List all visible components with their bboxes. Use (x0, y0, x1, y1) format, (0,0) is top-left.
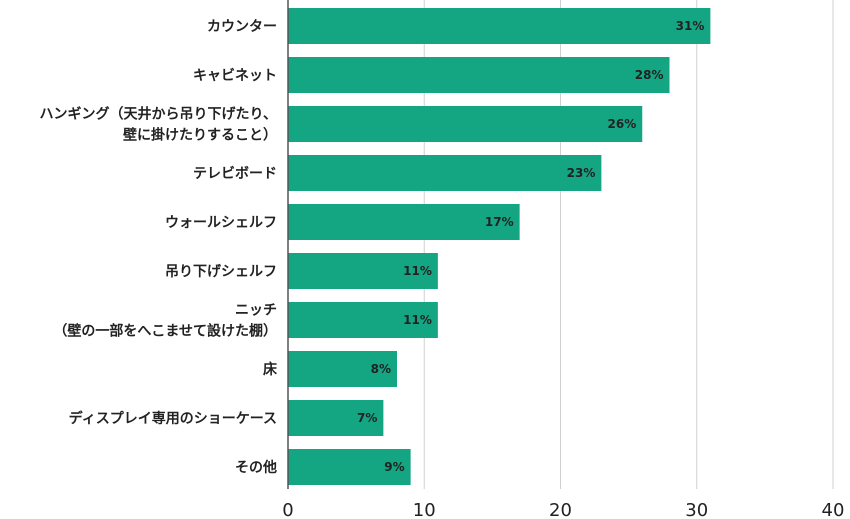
bar-3 (288, 155, 602, 191)
category-label-6: ニッチ（壁の一部をへこませて設けた棚） (53, 303, 277, 340)
bar-8 (288, 400, 384, 436)
value-label-5: 11% (403, 264, 432, 278)
value-label-9: 9% (384, 460, 404, 474)
value-label-6: 11% (403, 313, 432, 327)
category-label-7: 床 (263, 361, 278, 378)
category-label-9: その他 (235, 459, 277, 476)
x-tick-label-40: 40 (822, 500, 845, 519)
bar-9 (288, 449, 411, 485)
value-labels: 31% 28% 26% 23% 17% 11% 11% 8% 7% 9% (357, 19, 704, 474)
bar-2 (288, 106, 643, 142)
value-label-7: 8% (371, 362, 391, 376)
bar-5 (288, 253, 438, 289)
bar-6 (288, 302, 438, 338)
category-label-2: ハンギング（天井から吊り下げたり、壁に掛けたりすること） (40, 106, 277, 144)
category-label-1: キャビネット (193, 68, 277, 84)
category-label-3: テレビボード (193, 166, 277, 182)
value-label-8: 7% (357, 411, 377, 425)
category-label-8: ディスプレイ専用のショーケース (69, 410, 277, 427)
category-label-4: ウォールシェルフ (165, 215, 277, 231)
value-label-1: 28% (635, 68, 664, 82)
category-label-5: 吊り下げシェルフ (165, 264, 277, 280)
value-label-3: 23% (567, 166, 596, 180)
bar-4 (288, 204, 520, 240)
x-tick-label-20: 20 (549, 500, 572, 519)
x-tick-labels: 0 10 20 30 40 (282, 500, 844, 519)
bar-1 (288, 57, 670, 93)
x-tick-label-10: 10 (413, 500, 436, 519)
x-tick-label-30: 30 (685, 500, 708, 519)
bar-0 (288, 8, 711, 44)
category-label-0: カウンター (207, 19, 277, 35)
value-label-2: 26% (608, 117, 637, 131)
bar-7 (288, 351, 397, 387)
value-label-4: 17% (485, 215, 514, 229)
x-tick-label-0: 0 (282, 500, 293, 519)
value-label-0: 31% (676, 19, 705, 33)
bars (288, 8, 711, 485)
